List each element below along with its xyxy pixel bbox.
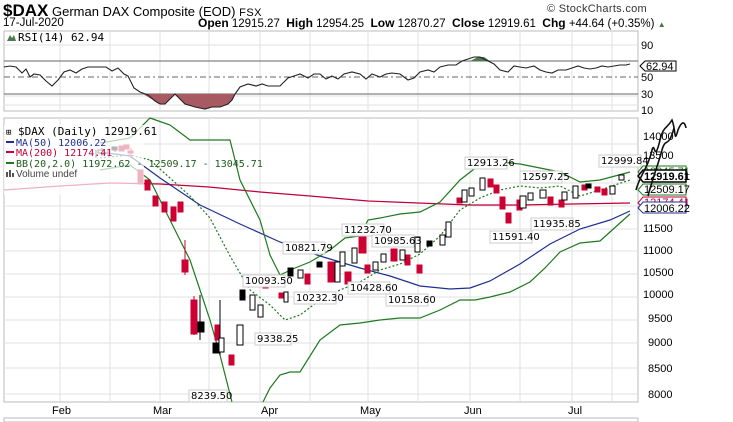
- svg-text:Feb: Feb: [52, 405, 71, 417]
- svg-text:11232.70: 11232.70: [344, 225, 392, 236]
- svg-text:12006.22: 12006.22: [644, 203, 690, 215]
- up-arrow-icon: ▲: [657, 20, 666, 29]
- price-annotations: 12999.84 12913.26 12597.25 11935.85 1159…: [188, 154, 649, 403]
- svg-text:11935.85: 11935.85: [533, 219, 581, 230]
- svg-text:62.94: 62.94: [646, 61, 674, 73]
- svg-text:11591.40: 11591.40: [492, 232, 540, 243]
- svg-text:Jul: Jul: [568, 405, 582, 417]
- svg-text:11500: 11500: [643, 223, 673, 235]
- rsi-legend: RSI(14) 62.94: [7, 31, 104, 44]
- svg-text:May: May: [360, 405, 381, 417]
- lower-panel-edge: [3, 417, 639, 422]
- svg-text:12597.25: 12597.25: [522, 172, 570, 183]
- svg-text:10093.50: 10093.50: [245, 276, 293, 287]
- svg-text:BB(20,2.0) 11972.62 - 12509.17: BB(20,2.0) 11972.62 - 12509.17 - 13045.7…: [16, 159, 263, 170]
- chg-label: Chg: [542, 16, 566, 30]
- svg-text:14000: 14000: [643, 131, 674, 143]
- price-legend: ⊞ $DAX (Daily) 12919.61 MA(50) 12006.22 …: [4, 125, 263, 195]
- svg-text:12919.61: 12919.61: [644, 171, 690, 183]
- hand-drawn-arrow-icon: [635, 118, 687, 197]
- svg-text:50: 50: [641, 72, 653, 84]
- svg-text:Jun: Jun: [464, 405, 482, 417]
- low-value: 12870.27: [397, 18, 446, 30]
- svg-text:8239.50: 8239.50: [191, 391, 232, 402]
- candle-icon: ⊞: [6, 128, 11, 138]
- svg-text:30: 30: [641, 89, 653, 101]
- candlesticks: [95, 144, 625, 366]
- close-value: 12919.61: [487, 18, 536, 30]
- security-name: German DAX Composite (EOD): [51, 4, 236, 19]
- svg-text:10500: 10500: [643, 267, 674, 279]
- svg-text:12999.84: 12999.84: [601, 156, 649, 167]
- ma50-line: [99, 151, 631, 290]
- svg-text:10821.79: 10821.79: [285, 243, 333, 254]
- chart-title: $DAX German DAX Composite (EOD) FSX: [3, 1, 262, 21]
- high-label: High: [286, 16, 313, 30]
- price-panel: 12999.84 12913.26 12597.25 11935.85 1159…: [3, 117, 690, 403]
- price-y-axis: 14000 13500 11500 11000 10500 10000 9500…: [643, 131, 674, 401]
- quote-bar: Open 12915.27 High 12954.25 Low 12870.27…: [198, 16, 666, 30]
- price-right-tags: 13045.71 12919.61 12509.17 12174.41 1200…: [637, 165, 690, 215]
- close-label: Close: [452, 16, 485, 30]
- open-label: Open: [198, 16, 229, 30]
- svg-text:11000: 11000: [643, 245, 673, 257]
- svg-text:12913.26: 12913.26: [467, 158, 515, 169]
- chg-value: +44.64 (+0.35%): [568, 18, 655, 30]
- svg-text:Apr: Apr: [261, 405, 278, 417]
- svg-text:9500: 9500: [648, 313, 672, 325]
- watermark: © StockCharts.com: [547, 3, 648, 15]
- svg-text:$DAX (Daily) 12919.61: $DAX (Daily) 12919.61: [18, 125, 157, 138]
- svg-text:Mar: Mar: [153, 405, 172, 417]
- svg-text:10158.60: 10158.60: [388, 295, 436, 306]
- svg-text:9338.25: 9338.25: [257, 334, 298, 345]
- chart-date: 17-Jul-2020: [3, 17, 64, 29]
- svg-text:12509.17: 12509.17: [644, 184, 690, 196]
- svg-text:10985.63: 10985.63: [374, 236, 422, 247]
- x-axis: Feb Mar Apr May Jun Jul: [4, 401, 638, 417]
- low-label: Low: [370, 16, 395, 30]
- svg-text:Volume undef: Volume undef: [16, 169, 77, 180]
- high-value: 12954.25: [316, 18, 365, 30]
- svg-text:10000: 10000: [643, 289, 674, 301]
- svg-text:10232.30: 10232.30: [296, 293, 344, 304]
- rsi-value-tag: 62.94: [639, 60, 677, 73]
- svg-text:MA(50) 12006.22: MA(50) 12006.22: [16, 138, 106, 149]
- rsi-y-axis: 90 50 30 10: [641, 40, 653, 117]
- svg-text:9000: 9000: [648, 337, 672, 349]
- rsi-icon: [7, 35, 16, 41]
- bb-middle-line: [99, 154, 631, 321]
- svg-text:8500: 8500: [648, 363, 672, 375]
- exchange: FSX: [239, 7, 263, 19]
- svg-text:RSI(14) 62.94: RSI(14) 62.94: [18, 31, 104, 44]
- svg-text:8000: 8000: [648, 389, 672, 401]
- symbol: $DAX: [3, 1, 49, 20]
- open-value: 12915.27: [231, 18, 280, 30]
- svg-text:10: 10: [641, 105, 653, 117]
- rsi-panel: 90 50 30 10 62.94 RSI(14) 62.94: [3, 30, 677, 117]
- svg-text:10428.60: 10428.60: [350, 283, 398, 294]
- svg-text:MA(200) 12174.41: MA(200) 12174.41: [16, 148, 112, 159]
- svg-text:90: 90: [641, 40, 653, 52]
